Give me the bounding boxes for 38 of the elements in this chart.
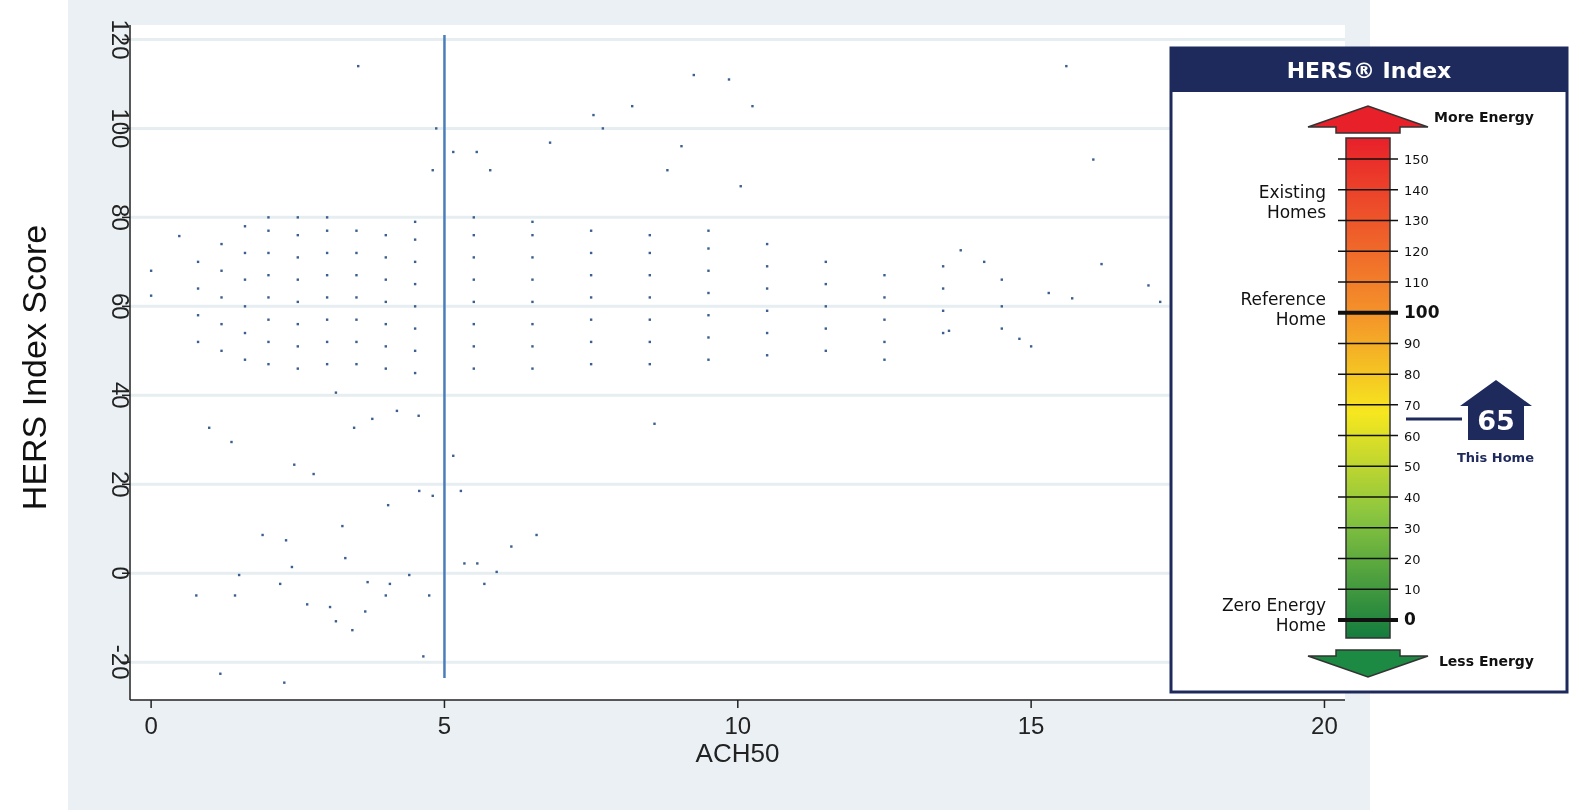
x-tick-label: 5 <box>437 712 452 739</box>
text: 130 <box>1404 213 1429 229</box>
annotation: Reference Home <box>1240 289 1326 329</box>
text: 80 <box>1404 367 1421 383</box>
x-tick-label: 20 <box>1311 712 1338 739</box>
house-icon: 65 <box>1460 380 1532 440</box>
text: 100 <box>1404 582 1421 629</box>
x-tick-label: 0 <box>144 712 158 739</box>
annotation: HERS® Index <box>1286 58 1452 83</box>
x-tick-label: 10 <box>724 712 752 739</box>
text: 50 <box>1404 459 1421 475</box>
text: 120 <box>1404 244 1429 260</box>
y-tick-label: 40 <box>107 381 134 409</box>
y-tick-label: 20 <box>107 470 134 498</box>
x-axis-title: ACH50 <box>695 738 780 768</box>
text: 150 <box>1404 152 1429 167</box>
text: 40 <box>1404 490 1421 506</box>
text: 100 <box>1404 301 1440 322</box>
y-tick-label: -20 <box>107 644 134 680</box>
x-tick-label: 15 <box>1017 712 1045 739</box>
annotation: Existing Homes <box>1258 182 1327 222</box>
text: Less Energy <box>1438 653 1534 669</box>
y-tick-label: 100 <box>107 108 134 149</box>
text: 70 <box>1404 397 1421 413</box>
y-tick-label: 60 <box>107 292 134 320</box>
text: 110 <box>1404 274 1429 290</box>
y-tick-label: 120 <box>107 19 134 60</box>
y-axis-title: HERS Index Score <box>15 224 53 511</box>
y-tick-label: 80 <box>107 204 134 231</box>
text: 60 <box>1404 428 1421 444</box>
y-tick-label: 0 <box>107 566 134 580</box>
text: More Energy <box>1434 109 1534 125</box>
text: This Home <box>1456 450 1534 465</box>
text: 90 <box>1404 336 1421 352</box>
annotation: Zero Energy Home <box>1221 595 1326 635</box>
text: 30 <box>1404 520 1421 536</box>
text: 20 <box>1404 551 1421 567</box>
text: 140 <box>1404 182 1429 198</box>
